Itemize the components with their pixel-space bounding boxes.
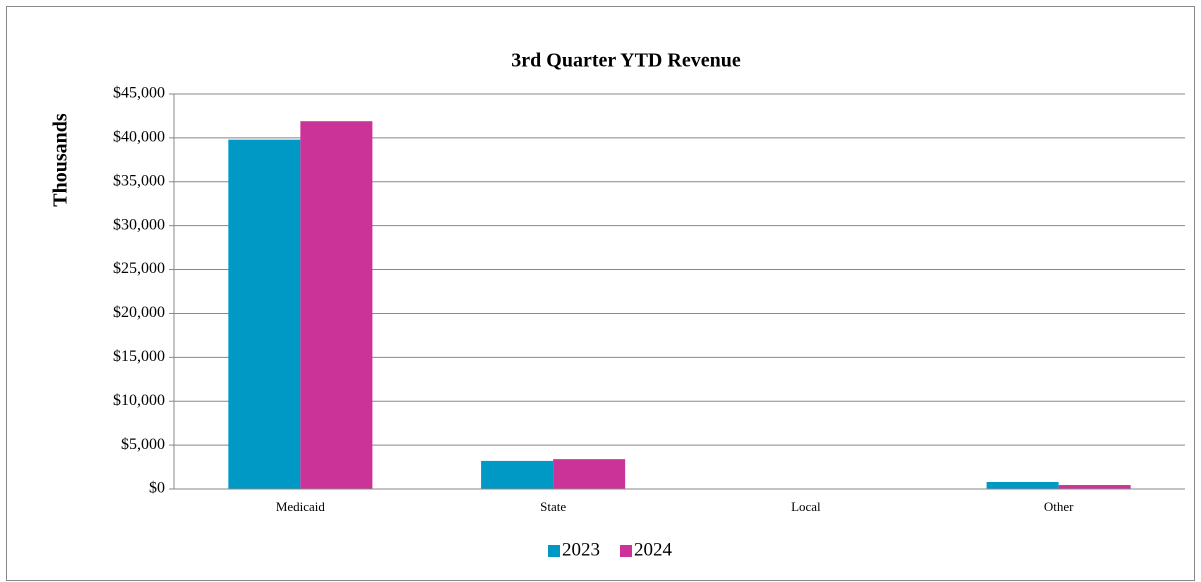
x-tick-label: State — [540, 499, 566, 514]
y-tick-label: $0 — [149, 480, 165, 497]
y-tick-label: $15,000 — [113, 348, 165, 365]
bar — [986, 481, 1059, 489]
y-axis-label: Thousands — [50, 113, 72, 207]
bar — [481, 460, 554, 489]
legend-swatch — [620, 545, 632, 557]
x-tick-label: Local — [791, 499, 821, 514]
bar — [300, 121, 373, 489]
y-tick-label: $20,000 — [113, 304, 165, 321]
y-tick-label: $45,000 — [113, 85, 165, 102]
y-tick-label: $30,000 — [113, 216, 165, 233]
bar — [553, 459, 626, 489]
x-tick-label: Medicaid — [276, 499, 326, 514]
chart-border — [6, 6, 1195, 581]
y-tick-label: $40,000 — [113, 129, 165, 146]
y-tick-label: $25,000 — [113, 260, 165, 277]
y-tick-label: $5,000 — [121, 436, 165, 453]
y-tick-label: $35,000 — [113, 172, 165, 189]
y-tick-label: $10,000 — [113, 392, 165, 409]
bar — [228, 139, 301, 489]
chart-title: 3rd Quarter YTD Revenue — [511, 50, 741, 72]
legend-label: 2024 — [634, 539, 673, 560]
bar — [1058, 485, 1131, 489]
legend-swatch — [548, 545, 560, 557]
legend-label: 2023 — [562, 539, 600, 560]
x-tick-label: Other — [1044, 499, 1074, 514]
